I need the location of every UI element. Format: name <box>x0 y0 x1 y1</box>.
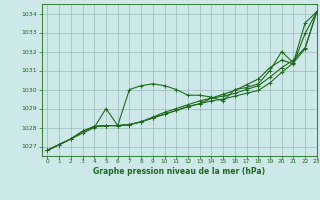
X-axis label: Graphe pression niveau de la mer (hPa): Graphe pression niveau de la mer (hPa) <box>93 167 265 176</box>
